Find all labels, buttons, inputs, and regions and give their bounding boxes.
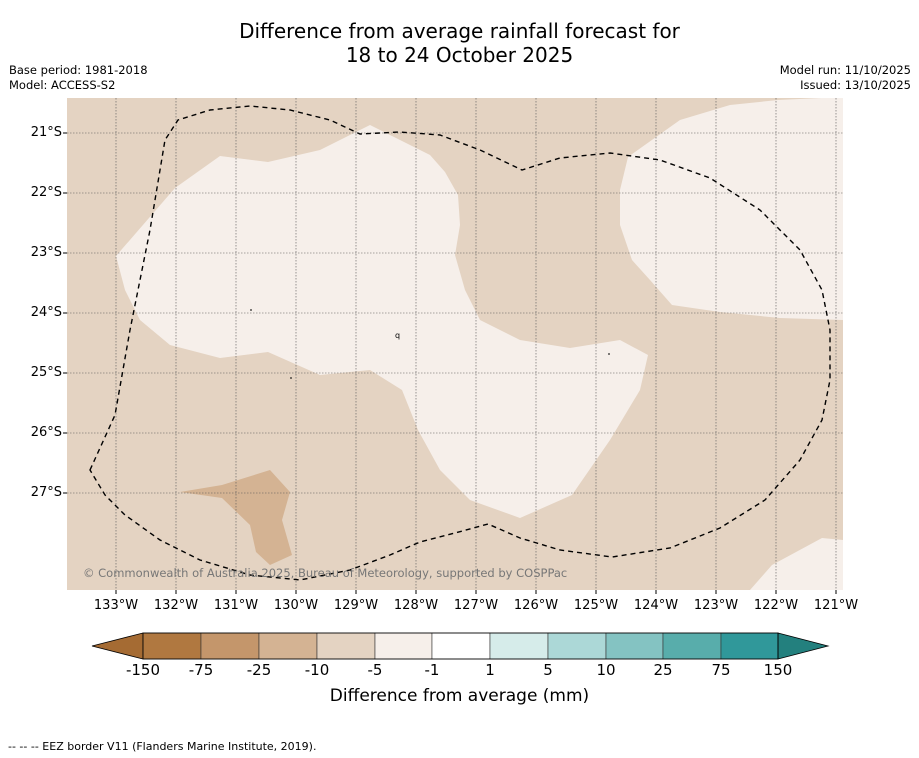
colorbar-label: -150: [125, 661, 161, 679]
lat-label: 22°S: [30, 185, 62, 200]
meta-right: Model run: 11/10/2025 Issued: 13/10/2025: [780, 63, 911, 93]
colorbar-segment: [605, 632, 664, 660]
lon-label: 123°W: [693, 598, 739, 613]
near-average-region-east: [620, 98, 843, 320]
colorbar-label: -5: [367, 661, 383, 679]
lat-label: 21°S: [30, 125, 62, 140]
colorbar-label: 150: [763, 661, 793, 679]
lat-label: 26°S: [30, 425, 62, 440]
colorbar-label: 75: [711, 661, 731, 679]
dry-region-southwest: [180, 470, 292, 565]
colorbar-label: -1: [424, 661, 440, 679]
lat-label: 25°S: [30, 365, 62, 380]
lon-label: 126°W: [513, 598, 559, 613]
lon-label: 124°W: [633, 598, 679, 613]
colorbar-segment: [374, 632, 433, 660]
colorbar-segment: [720, 632, 779, 660]
axis-ticks: [63, 132, 837, 594]
meta-left: Base period: 1981-2018 Model: ACCESS-S2: [9, 63, 148, 93]
colorbar-label: 25: [653, 661, 673, 679]
colorbar-label: -10: [304, 661, 330, 679]
colorbar-label: -25: [246, 661, 272, 679]
near-average-region-west: [116, 125, 648, 518]
lon-label: 131°W: [213, 598, 259, 613]
issued-date: Issued: 13/10/2025: [800, 78, 911, 92]
chart-title-line1: Difference from average rainfall forecas…: [239, 19, 680, 43]
colorbar-extend-high: [777, 632, 830, 660]
colorbar-label: 5: [543, 661, 553, 679]
lon-label: 125°W: [573, 598, 619, 613]
colorbar-segment: [662, 632, 722, 660]
lat-label: 23°S: [30, 245, 62, 260]
lon-label: 128°W: [393, 598, 439, 613]
colorbar-title: Difference from average (mm): [329, 686, 590, 706]
colorbar-segment: [431, 632, 491, 660]
lon-label: 127°W: [453, 598, 499, 613]
colorbar-extend-low: [91, 632, 144, 660]
contour-label: q: [395, 331, 400, 340]
colorbar-segment: [547, 632, 607, 660]
eez-legend-footnote: -- -- -- EEZ border V11 (Flanders Marine…: [8, 740, 317, 753]
lon-label: 130°W: [273, 598, 319, 613]
model-run: Model run: 11/10/2025: [779, 63, 911, 77]
lon-label: 121°W: [813, 598, 859, 613]
colorbar-segment: [316, 632, 376, 660]
colorbar-segment: [200, 632, 260, 660]
colorbar-segment: [258, 632, 318, 660]
colorbar: [91, 632, 830, 660]
colorbar-label: 10: [596, 661, 616, 679]
lon-label: 129°W: [333, 598, 379, 613]
colorbar-frame: [142, 632, 779, 660]
colorbar-label: 1: [485, 661, 495, 679]
colorbar-segment: [142, 632, 202, 660]
near-average-region-southeast: [750, 538, 843, 590]
model-name: Model: ACCESS-S2: [9, 78, 116, 92]
lat-label: 24°S: [30, 305, 62, 320]
graticule: [67, 98, 843, 590]
copyright-notice: © Commonwealth of Australia 2025, Bureau…: [83, 566, 567, 580]
lat-label: 27°S: [30, 485, 62, 500]
colorbar-segment: [489, 632, 549, 660]
lon-label: 133°W: [93, 598, 139, 613]
lon-label: 132°W: [153, 598, 199, 613]
lon-label: 122°W: [753, 598, 799, 613]
colorbar-label: -75: [188, 661, 214, 679]
base-period: Base period: 1981-2018: [9, 63, 148, 77]
chart-title-line2: 18 to 24 October 2025: [345, 43, 574, 67]
